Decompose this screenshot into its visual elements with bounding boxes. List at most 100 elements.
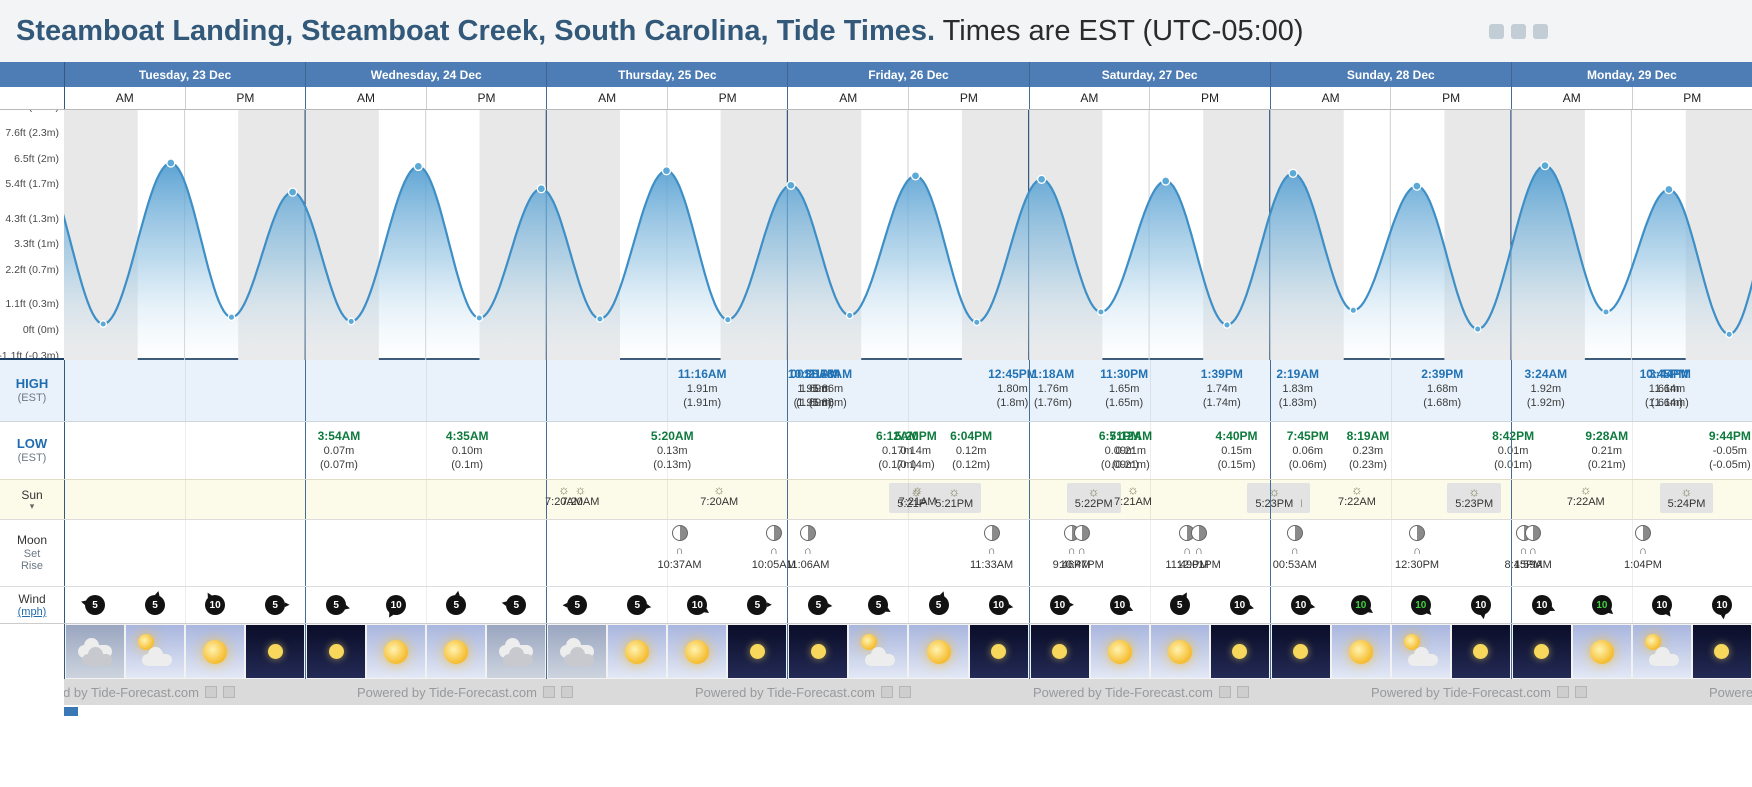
tide-height-m: 0.10m: [451, 445, 483, 457]
tide-height-m-paren: (0.23m): [1348, 459, 1387, 472]
day-header: Friday, 26 Dec: [787, 62, 1028, 87]
sun-dropdown-caret[interactable]: ▾: [29, 501, 35, 512]
low-tide-cells: 3:54AM 0.07m (0.07m) 4:40PM 0.15m (0.15m) 4:35…: [64, 422, 1752, 479]
moon-set-entry: ∩ 11:33AM: [970, 525, 1013, 571]
tide-height-m: 0.14m: [900, 445, 931, 457]
day-column: ☼ 7:21AM ☼ 5:23PM: [1028, 480, 1302, 519]
tide-height-m: 1.91m: [686, 383, 718, 395]
high-tide-entry: 1:39PM 1.74m (1.74m): [1201, 367, 1243, 411]
moon-set-time: 10:37AM: [657, 558, 702, 571]
wind-units-link[interactable]: (mph): [17, 606, 47, 619]
weather-sun-icon: [1331, 625, 1390, 678]
day-column: 3:54AM 0.07m (0.07m) 4:40PM 0.15m (0.15m): [65, 422, 1258, 479]
am-header: AM: [1510, 87, 1632, 109]
pm-header: PM: [1390, 87, 1511, 109]
tide-height-m: 0.07m: [323, 445, 355, 457]
y-axis-tick: 1.1ft (0.3m): [5, 298, 59, 311]
day-column: ☼ 7:20AM ☼ 5:21PM: [546, 480, 982, 519]
tide-time: 9:44PM: [1708, 429, 1751, 443]
tide-height-m: -0.05m: [1712, 445, 1747, 457]
credit-link[interactable]: Powered by Tide-Forecast.com: [695, 685, 1033, 700]
high-tide-cells: 10:38AM 1.95m (1.95m) 10:45PM 1.61m (1.61m) 11…: [64, 360, 1752, 421]
tide-height-m-paren: (1.76m): [1033, 397, 1072, 410]
tide-time: 11:58AM: [803, 367, 853, 381]
tide-time: 2:19AM: [1276, 367, 1319, 381]
credit-link[interactable]: Powered by Tide-Forecast.com: [357, 685, 695, 700]
sunrise-icon: ☼: [558, 482, 570, 497]
high-tide-entry: 11:58AM 1.86m (1.86m): [803, 367, 852, 411]
share-icon-2[interactable]: [1511, 24, 1526, 39]
day-header-row: Tuesday, 23 Dec Wednesday, 24 Dec Thursday…: [0, 62, 1752, 87]
sunset-entry: ☼ 5:23PM: [1447, 483, 1502, 514]
day-column: 10 ► 10 ► 10 ► 10 ►: [1510, 587, 1752, 623]
ampm-cells: AM PM AM PM AM PM AM PM AM PM AM PM AM PM: [64, 87, 1752, 109]
share-icon-3[interactable]: [1533, 24, 1548, 39]
tide-height-m-paren: (1.91m): [683, 397, 722, 410]
page-title-location: Steamboat Landing, Steamboat Creek, Sout…: [16, 14, 936, 47]
day-column: ∩ 10:37AM ∩ 9:46PM: [305, 520, 1091, 586]
tide-height-m: 1.92m: [1530, 383, 1562, 395]
tide-height-m: 0.23m: [1352, 445, 1384, 457]
tide-height-m: 0.06m: [1292, 445, 1323, 457]
high-tide-entry: 00:21AM 1.69m (1.69m): [790, 367, 839, 411]
day-column: ∩ 00:53AM ∩ 12:30PM: [1269, 520, 1511, 586]
wind-speed-badge: 10 ►: [1531, 595, 1558, 615]
moon-rise-icon: ∩: [1528, 544, 1537, 557]
weather-night-icon: [789, 625, 848, 678]
low-tide-entry: 4:35AM 0.10m (0.1m): [446, 429, 489, 473]
tide-height-m-paren: (1.8m): [996, 397, 1029, 410]
sunset-time: 5:24PM: [1667, 497, 1706, 510]
tide-height-m-paren: (0.21m): [1587, 459, 1626, 472]
moon-set-time: 12:30PM: [1395, 558, 1440, 571]
y-axis-tick: 0ft (0m): [22, 324, 59, 336]
wind-speed-badge: 5 ►: [868, 595, 895, 616]
low-label-text: LOW: [16, 435, 48, 451]
tide-height-m: 1.69m: [799, 383, 831, 395]
tide-time: 6:04PM: [950, 429, 993, 443]
moon-rise-time: 10:47PM: [1059, 558, 1104, 571]
credit-link[interactable]: Powered by Tide-Forecast.com: [1709, 685, 1752, 700]
wind-speed-badge: 10 ►: [1410, 595, 1436, 619]
sunset-time: 5:23PM: [1255, 497, 1294, 510]
moon-rise-icon: ∩: [1183, 544, 1191, 557]
credit-link[interactable]: Powered by Tide-Forecast.com: [64, 685, 357, 700]
sun-cells: ☼7:20AM☼5:20PM☼7:20AM☼5:21PM☼7:20AM☼5:21…: [64, 480, 1752, 519]
sunrise-time: 7:20AM: [561, 495, 600, 508]
tide-height-m-paren: (1.65m): [1105, 397, 1144, 410]
tide-height-m-paren: (1.86m): [808, 397, 847, 410]
am-header: AM: [1269, 87, 1391, 109]
low-tide-entry: 3:54AM 0.07m (0.07m): [318, 429, 361, 473]
pm-header: PM: [1149, 87, 1270, 109]
day-column: [1269, 624, 1511, 679]
moon-phase-icon: [765, 525, 782, 541]
moon-set-icon: ∩: [1639, 544, 1647, 557]
credit-link[interactable]: Powered by Tide-Forecast.com: [1371, 685, 1709, 700]
tide-time: 10:45PM: [1639, 367, 1689, 381]
y-axis: 8.6ft (2.6m) 7.6ft (2.3m) 6.5ft (2m) 5.4ft …: [0, 110, 64, 358]
wind-speed-value: 10: [390, 599, 402, 611]
tide-height-m: 0.01m: [1497, 445, 1529, 457]
wind-cells: 5 ► 5 ► 10 ► 5 ► 5 ► 10 ► 5 ► 5 ► 5 ► 5 ► 10 ► 5 ► 5 ► 5 ► 5 ► 10 ► 10 ► 1…: [64, 587, 1752, 623]
day-header-cells: Tuesday, 23 Dec Wednesday, 24 Dec Thursday…: [64, 62, 1752, 87]
wind-speed-value: 10: [1355, 599, 1367, 611]
low-tide-entry: 9:28AM 0.21m (0.21m): [1585, 429, 1628, 473]
wind-row: Wind (mph) 5 ► 5 ► 10 ► 5 ► 5 ► 10 ► 5 ► 5 ► 5 ► 5 ► 10 ► 5 ► 5 ►…: [0, 586, 1752, 623]
day-column: 4:35AM 0.10m (0.1m) 5:20PM 0.14m (0.14m): [305, 422, 937, 479]
tide-height-m-paren: (1.69m): [796, 397, 835, 410]
wind-speed-badge: 10 ►: [1350, 595, 1377, 617]
moon-set-time: 11:06AM: [786, 558, 830, 571]
credit-link[interactable]: Powered by Tide-Forecast.com: [1033, 685, 1371, 700]
day-column: 10 ► 10 ► 5 ► 10 ►: [1028, 587, 1270, 623]
ampm-row: AM PM AM PM AM PM AM PM AM PM AM PM AM PM: [0, 87, 1752, 110]
day-column: 7:12AM 0.21m (0.21m) 7:45PM 0.06m (0.06m): [1028, 422, 1329, 479]
high-tide-entry: 10:38AM 1.95m (1.95m): [788, 367, 837, 411]
tide-height-m-paren: (0.21m): [1111, 459, 1150, 472]
high-tide-entry: 2:19AM 1.83m (1.83m): [1276, 367, 1319, 411]
moon-rise-time: 8:45PM: [1504, 558, 1543, 571]
wind-speed-value: 5: [453, 599, 459, 611]
sunset-time: 5:21PM: [897, 497, 936, 510]
pm-header: PM: [908, 87, 1029, 109]
day-column: ☼ 7:20AM ☼ 5:21PM: [305, 480, 944, 519]
share-icon-1[interactable]: [1489, 24, 1504, 39]
